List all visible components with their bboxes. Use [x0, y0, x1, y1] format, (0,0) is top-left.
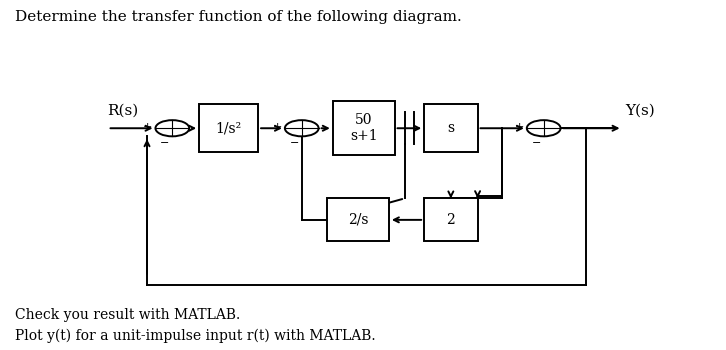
Text: 2/s: 2/s — [348, 213, 368, 227]
Text: +: + — [143, 122, 152, 132]
Circle shape — [285, 120, 319, 136]
Text: Plot y(t) for a unit-impulse input r(t) with MATLAB.: Plot y(t) for a unit-impulse input r(t) … — [15, 329, 375, 343]
FancyBboxPatch shape — [424, 198, 478, 242]
Text: 50
s+1: 50 s+1 — [350, 113, 378, 144]
Text: +: + — [515, 122, 524, 132]
FancyBboxPatch shape — [424, 104, 478, 153]
Text: Y(s): Y(s) — [625, 104, 655, 118]
Text: R(s): R(s) — [107, 104, 139, 118]
FancyBboxPatch shape — [327, 198, 389, 242]
FancyBboxPatch shape — [333, 101, 395, 155]
Circle shape — [527, 120, 560, 136]
Text: −: − — [160, 138, 169, 148]
Text: −: − — [531, 138, 541, 148]
Text: 2: 2 — [446, 213, 455, 227]
Circle shape — [155, 120, 189, 136]
Text: Determine the transfer function of the following diagram.: Determine the transfer function of the f… — [15, 10, 461, 25]
Text: −: − — [290, 138, 299, 148]
Text: s: s — [447, 121, 454, 135]
FancyBboxPatch shape — [199, 104, 258, 153]
Text: 1/s²: 1/s² — [216, 121, 242, 135]
Text: +: + — [273, 122, 282, 132]
Text: Check you result with MATLAB.: Check you result with MATLAB. — [15, 308, 240, 322]
